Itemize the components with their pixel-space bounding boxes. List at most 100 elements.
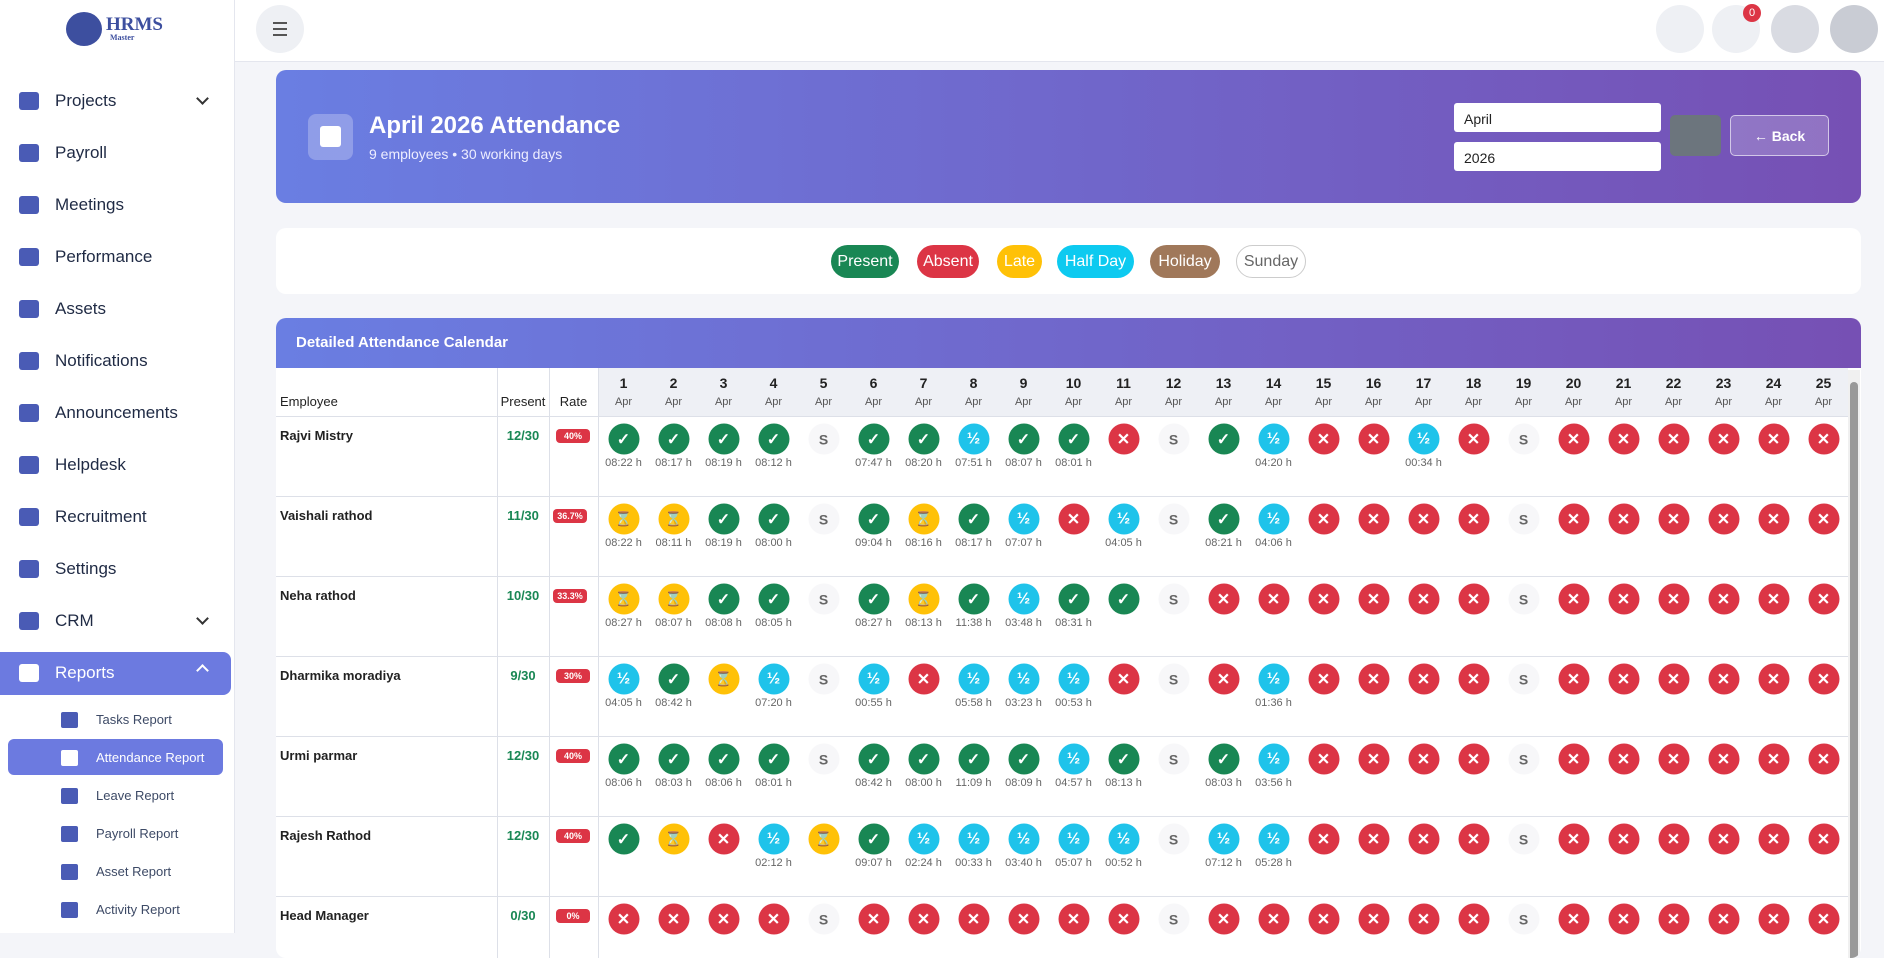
notification-badge: 0: [1743, 4, 1761, 22]
employee-name: Neha rathod: [280, 588, 356, 603]
menu-icon: [19, 300, 39, 318]
layout-button[interactable]: [1771, 5, 1819, 53]
hours: 00:33 h: [955, 857, 992, 869]
submenu-item[interactable]: Tasks Report: [96, 712, 172, 727]
status-icon: ✕: [1808, 423, 1839, 455]
rate-badge: 40%: [556, 829, 590, 843]
refresh-button[interactable]: [1670, 115, 1721, 156]
status-icon: S: [1158, 503, 1189, 535]
status-icon: ✕: [708, 903, 739, 935]
status-icon: ✓: [858, 503, 889, 535]
status-icon: ✓: [1058, 583, 1089, 615]
status-icon: ½: [1208, 823, 1239, 855]
status-icon: ⌛: [658, 583, 689, 615]
status-icon: S: [1158, 823, 1189, 855]
menu-item[interactable]: Recruitment: [55, 507, 147, 526]
hours: 08:21 h: [1205, 537, 1242, 549]
employee-name: Head Manager: [280, 908, 369, 923]
day-number: 18: [1465, 375, 1482, 391]
status-icon: ✕: [1658, 583, 1689, 615]
status-icon: ✕: [1108, 423, 1139, 455]
status-icon: S: [808, 663, 839, 695]
status-icon: ✓: [658, 743, 689, 775]
status-icon: S: [1508, 823, 1539, 855]
status-icon: ½: [1258, 743, 1289, 775]
status-icon: ⌛: [658, 503, 689, 535]
status-icon: ✕: [1608, 903, 1639, 935]
status-icon: ✕: [1458, 823, 1489, 855]
hours: 08:27 h: [855, 617, 892, 629]
hours: 08:05 h: [755, 617, 792, 629]
rate-badge: 40%: [556, 429, 590, 443]
status-icon: ✕: [1408, 663, 1439, 695]
status-icon: ½: [1258, 503, 1289, 535]
hours: 09:07 h: [855, 857, 892, 869]
day-month: Apr: [1214, 396, 1233, 408]
hours: 08:13 h: [1105, 777, 1142, 789]
menu-item[interactable]: Assets: [55, 299, 107, 318]
logo-icon: [66, 12, 102, 46]
submenu-item[interactable]: Payroll Report: [96, 826, 179, 841]
status-icon: ½: [1108, 503, 1139, 535]
hours: 07:51 h: [955, 457, 992, 469]
avatar[interactable]: [1830, 5, 1878, 53]
status-icon: ✕: [1658, 663, 1689, 695]
day-month: Apr: [1414, 396, 1433, 408]
submenu-item[interactable]: Asset Report: [96, 864, 172, 879]
status-icon: ✕: [1308, 663, 1339, 695]
status-icon: S: [1508, 423, 1539, 455]
menu-item[interactable]: Helpdesk: [55, 455, 126, 474]
col-divider: [497, 368, 498, 958]
status-icon: ✕: [1758, 823, 1789, 855]
status-icon: ✓: [858, 743, 889, 775]
status-icon: ✕: [1758, 503, 1789, 535]
hours: 08:08 h: [705, 617, 742, 629]
status-icon: S: [1158, 583, 1189, 615]
month-select[interactable]: April: [1454, 103, 1661, 132]
status-icon: ✕: [1608, 743, 1639, 775]
status-icon: ✕: [1308, 743, 1339, 775]
submenu-icon: [61, 750, 78, 766]
hours: 08:06 h: [705, 777, 742, 789]
menu-item[interactable]: CRM: [55, 611, 94, 630]
day-month: Apr: [1814, 396, 1833, 408]
hours: 08:17 h: [655, 457, 692, 469]
hours: 08:22 h: [605, 537, 642, 549]
status-icon: ⌛: [708, 663, 739, 695]
menu-item[interactable]: Notifications: [55, 351, 148, 370]
back-button[interactable]: ← Back: [1730, 115, 1829, 156]
menu-item[interactable]: Announcements: [55, 403, 178, 422]
hours: 08:03 h: [655, 777, 692, 789]
status-icon: ✕: [1708, 903, 1739, 935]
menu-icon: [19, 560, 39, 578]
status-icon: ✕: [1358, 423, 1389, 455]
year-select[interactable]: 2026: [1454, 142, 1661, 171]
menu-item[interactable]: Reports: [55, 663, 115, 682]
day-number: 2: [669, 375, 678, 391]
menu-item[interactable]: Settings: [55, 559, 117, 578]
present-count: 10/30: [506, 588, 540, 603]
col-header: Rate: [559, 394, 588, 409]
rate-badge: 40%: [556, 749, 590, 763]
row-divider: [276, 496, 1848, 497]
team-button[interactable]: [1656, 5, 1704, 53]
submenu-item[interactable]: Attendance Report: [96, 750, 205, 765]
submenu-item[interactable]: Activity Report: [96, 902, 180, 917]
submenu-icon: [61, 826, 78, 842]
menu-item[interactable]: Performance: [55, 247, 153, 266]
menu-item[interactable]: Payroll: [55, 143, 107, 162]
hours: 04:05 h: [605, 697, 642, 709]
status-icon: ✕: [1308, 903, 1339, 935]
menu-item[interactable]: Meetings: [55, 195, 124, 214]
hours: 08:42 h: [655, 697, 692, 709]
status-icon: ✕: [1708, 663, 1739, 695]
submenu-item[interactable]: Leave Report: [96, 788, 175, 803]
status-icon: ✕: [1008, 903, 1039, 935]
menu-icon: [19, 612, 39, 630]
hours: 07:07 h: [1005, 537, 1042, 549]
menu-toggle[interactable]: [256, 5, 304, 53]
hours: 00:34 h: [1405, 457, 1442, 469]
menu-item[interactable]: Projects: [55, 91, 117, 110]
status-icon: ✓: [758, 503, 789, 535]
active-submenu-bg: [8, 739, 223, 775]
